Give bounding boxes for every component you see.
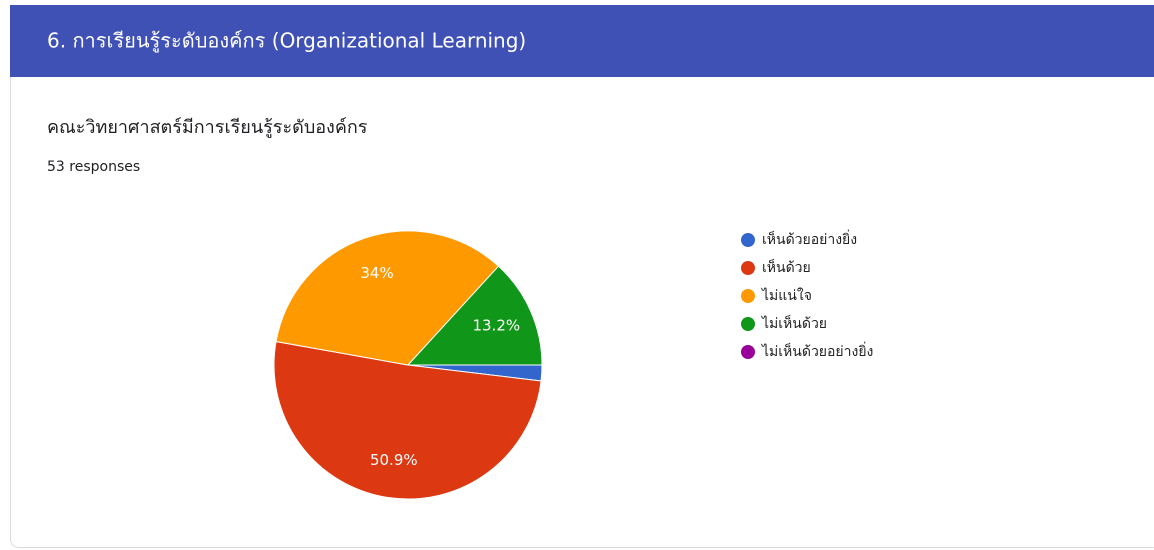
- pie-slice: [275, 230, 500, 366]
- card-border: [10, 5, 1154, 548]
- pie-slice: [406, 265, 543, 366]
- section-title: 6. การเรียนรู้ระดับองค์กร (Organizationa…: [47, 29, 526, 54]
- legend-label: ไม่เห็นด้วย: [761, 314, 827, 332]
- question-title: คณะวิทยาศาสตร์มีการเรียนรู้ระดับองค์กร: [47, 117, 368, 138]
- section-header: [10, 5, 1154, 77]
- legend-swatch: [741, 289, 755, 303]
- slice-label: 34%: [360, 264, 393, 282]
- legend-swatch: [741, 317, 755, 331]
- legend-swatch: [741, 345, 755, 359]
- response-count: 53 responses: [47, 159, 140, 175]
- legend-swatch: [741, 233, 755, 247]
- legend-label: เห็นด้วยอย่างยิ่ง: [762, 230, 857, 248]
- pie-slice: [273, 340, 542, 500]
- legend-label: ไม่แน่ใจ: [761, 287, 812, 304]
- slice-label: 13.2%: [472, 317, 520, 335]
- slice-label: 50.9%: [370, 451, 418, 469]
- legend-label: ไม่เห็นด้วยอย่างยิ่ง: [761, 342, 873, 360]
- legend-label: เห็นด้วย: [762, 258, 811, 276]
- legend-swatch: [741, 261, 755, 275]
